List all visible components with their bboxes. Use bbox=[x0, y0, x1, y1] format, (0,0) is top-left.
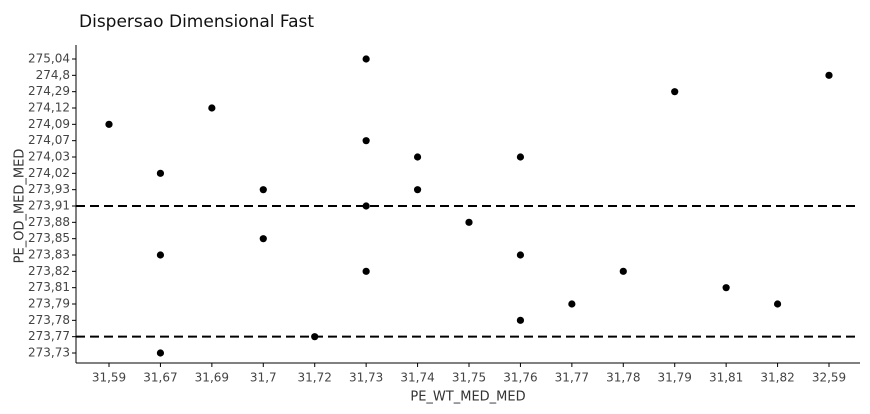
y-tick-label: 273,88 bbox=[28, 215, 70, 229]
y-tick-label: 273,82 bbox=[28, 264, 70, 278]
x-tick-label: 31,78 bbox=[606, 371, 640, 385]
y-tick-label: 273,73 bbox=[28, 346, 70, 360]
y-tick-label: 273,81 bbox=[28, 280, 70, 294]
chart-title: Dispersao Dimensional Fast bbox=[79, 12, 314, 32]
y-tick-label: 274,03 bbox=[28, 150, 70, 164]
point bbox=[671, 88, 679, 96]
point bbox=[156, 251, 165, 259]
y-tick-label: 275,04 bbox=[28, 52, 70, 66]
point bbox=[413, 153, 422, 161]
y-tick-label: 273,91 bbox=[28, 199, 70, 213]
x-tick-label: 31,79 bbox=[658, 371, 692, 385]
y-tick-label: 273,83 bbox=[28, 248, 70, 262]
point bbox=[825, 71, 833, 79]
point bbox=[465, 218, 473, 226]
point bbox=[516, 153, 525, 161]
x-tick-label: 31,69 bbox=[195, 371, 229, 385]
x-tick-label: 31,82 bbox=[760, 371, 794, 385]
point bbox=[773, 300, 782, 308]
x-tick-label: 31,81 bbox=[709, 371, 743, 385]
y-tick-label: 274,12 bbox=[28, 101, 70, 115]
y-tick-label: 274,02 bbox=[28, 166, 70, 180]
point bbox=[208, 104, 216, 112]
x-tick-label: 31,75 bbox=[452, 371, 486, 385]
point bbox=[259, 235, 267, 243]
y-axis-label: PE_OD_MED_MED bbox=[13, 149, 28, 264]
point bbox=[156, 169, 165, 177]
point bbox=[413, 186, 422, 194]
point bbox=[105, 120, 113, 128]
x-tick-label: 31,7 bbox=[250, 371, 277, 385]
point bbox=[516, 251, 525, 259]
y-tick-label: 274,8 bbox=[36, 68, 70, 82]
y-tick-label: 273,85 bbox=[28, 231, 70, 245]
point bbox=[259, 186, 267, 194]
point bbox=[516, 316, 525, 324]
point bbox=[362, 55, 370, 63]
point bbox=[362, 267, 370, 275]
x-tick-label: 31,67 bbox=[143, 371, 177, 385]
point bbox=[619, 267, 627, 275]
point bbox=[722, 284, 730, 292]
point bbox=[362, 137, 370, 145]
x-tick-label: 31,72 bbox=[298, 371, 332, 385]
point bbox=[362, 202, 370, 210]
y-tick-label: 273,77 bbox=[28, 329, 70, 343]
x-tick-label: 31,59 bbox=[92, 371, 126, 385]
x-tick-label: 31,76 bbox=[503, 371, 537, 385]
x-tick-label: 32,59 bbox=[812, 371, 846, 385]
point bbox=[568, 300, 576, 308]
y-tick-label: 274,07 bbox=[28, 133, 70, 147]
y-tick-label: 273,78 bbox=[28, 313, 70, 327]
y-tick-label: 273,79 bbox=[28, 297, 70, 311]
x-tick-label: 31,74 bbox=[400, 371, 434, 385]
y-tick-label: 273,93 bbox=[28, 182, 70, 196]
x-axis-label: PE_WT_MED_MED bbox=[410, 390, 525, 405]
point bbox=[156, 349, 165, 357]
y-tick-label: 274,29 bbox=[28, 84, 70, 98]
x-tick-label: 31,73 bbox=[349, 371, 383, 385]
x-tick-label: 31,77 bbox=[555, 371, 589, 385]
point bbox=[311, 333, 319, 341]
y-tick-label: 274,09 bbox=[28, 117, 70, 131]
